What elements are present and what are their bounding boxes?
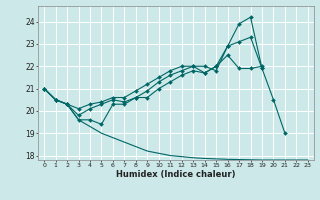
- X-axis label: Humidex (Indice chaleur): Humidex (Indice chaleur): [116, 170, 236, 179]
